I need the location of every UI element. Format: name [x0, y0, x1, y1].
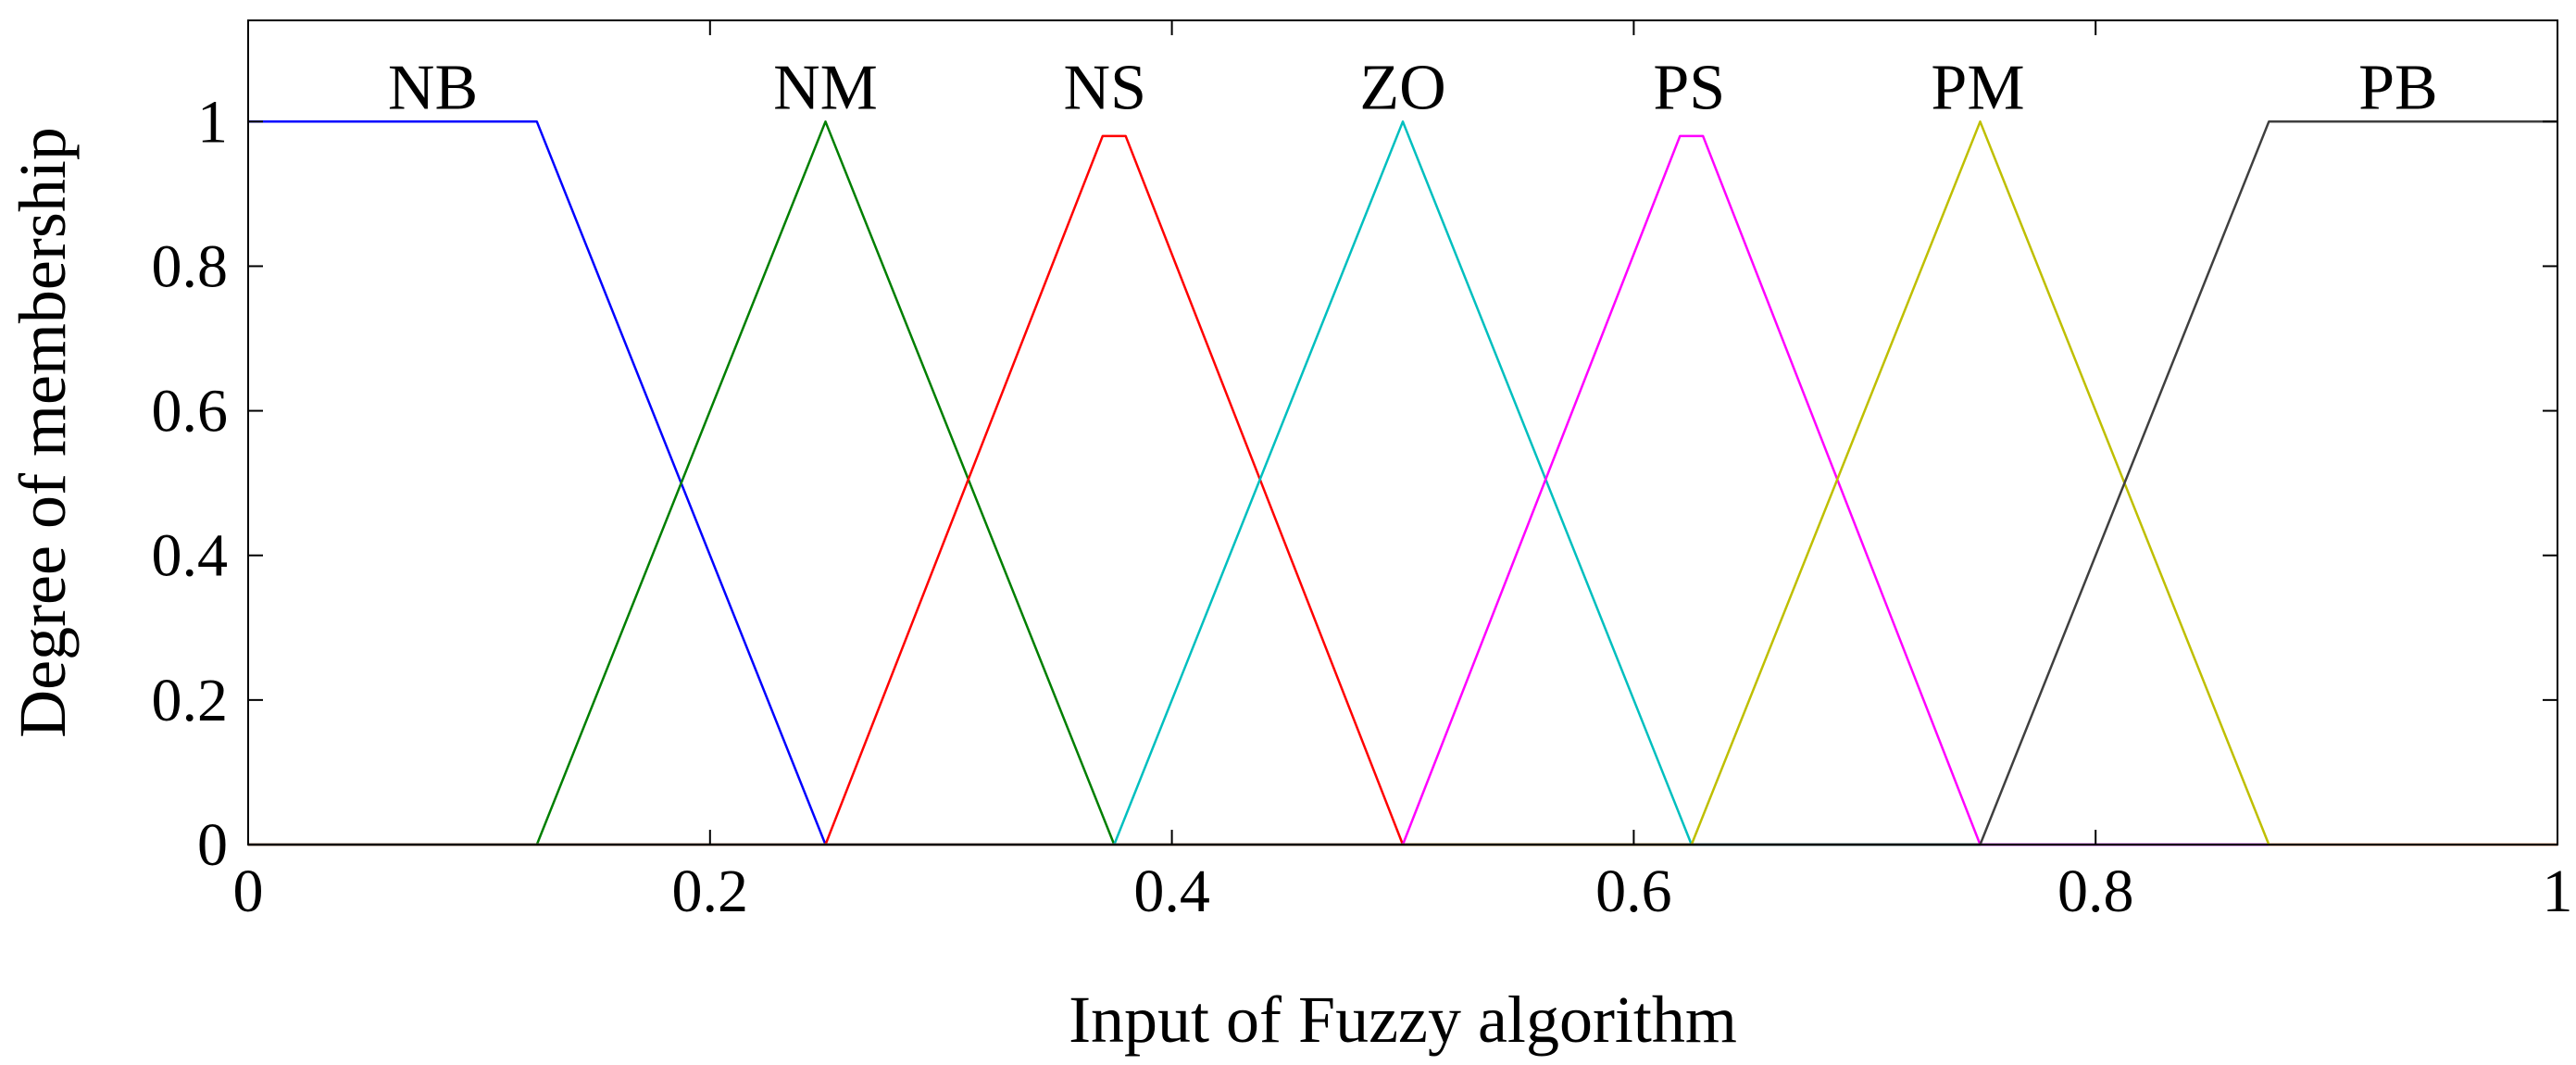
series-line-ps	[248, 134, 2557, 846]
series-line-pb	[248, 120, 2557, 846]
y-tick-label: 0.8	[152, 232, 229, 300]
plot-frame	[247, 19, 2558, 846]
series-line-pm	[248, 120, 2557, 846]
set-label-ps: PS	[1653, 52, 1725, 123]
series-layer	[248, 120, 2557, 846]
tick-layer: 0 0.2 0.4 0.6 0.8 1 0 0.2 0.4 0.6 0.8 1	[152, 20, 2573, 925]
y-tick-label: 0.4	[152, 522, 229, 590]
series-line-nb	[248, 120, 2557, 846]
set-label-layer: NB NM NS ZO PS PM PB	[388, 52, 2438, 123]
set-label-nb: NB	[388, 52, 478, 123]
x-tick-label: 0.6	[1595, 858, 1672, 925]
y-axis-title: Degree of membership	[6, 127, 80, 738]
x-tick-label: 0.2	[672, 858, 749, 925]
set-label-nm: NM	[773, 52, 878, 123]
y-tick-label: 1	[197, 88, 228, 156]
x-tick-label: 0.8	[2057, 858, 2134, 925]
series-line-ns	[248, 134, 2557, 846]
set-label-ns: NS	[1064, 52, 1146, 123]
y-tick-label: 0.2	[152, 667, 229, 734]
set-label-pb: PB	[2358, 52, 2438, 123]
set-label-zo: ZO	[1359, 52, 1445, 123]
x-tick-label: 0.4	[1133, 858, 1210, 925]
set-label-pm: PM	[1931, 52, 2024, 123]
series-line-nm	[248, 120, 2557, 846]
x-tick-label: 0	[233, 858, 264, 925]
x-tick-label: 1	[2543, 858, 2573, 925]
y-tick-label: 0	[197, 811, 228, 879]
series-line-zo	[248, 120, 2557, 846]
y-tick-label: 0.6	[152, 378, 229, 445]
x-axis-title: Input of Fuzzy algorithm	[1069, 983, 1737, 1057]
